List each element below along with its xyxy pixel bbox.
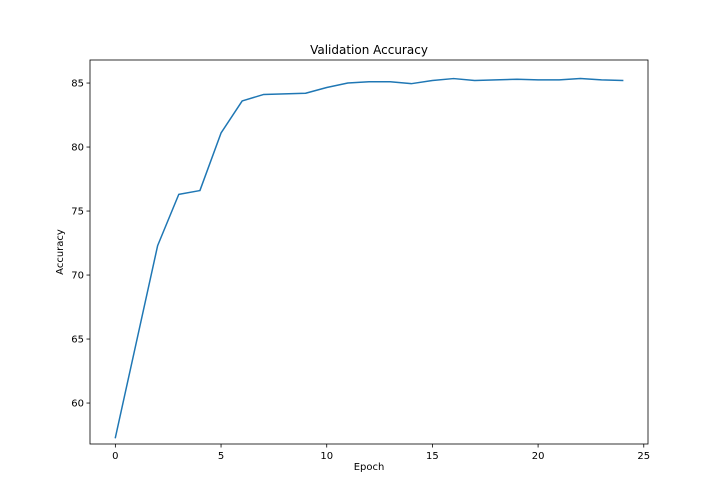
y-tick-label-4: 80 (71, 143, 84, 154)
series-line-0 (114, 77, 624, 439)
chart-title: Validation Accuracy (310, 43, 428, 57)
series-layer (114, 77, 624, 439)
axes-frame (89, 59, 649, 445)
x-axis-label: Epoch (354, 462, 385, 473)
y-tick-label-5: 85 (71, 79, 84, 90)
y-tick-label-0: 60 (71, 399, 84, 410)
tick-layer: 0 5 10 15 20 25 60 65 70 75 80 85 (71, 79, 650, 462)
y-tick-label-2: 70 (71, 271, 84, 282)
x-tick-label-4: 20 (532, 451, 545, 462)
y-tick-label-1: 65 (71, 335, 84, 346)
x-tick-label-3: 15 (426, 451, 439, 462)
x-tick-label-1: 5 (218, 451, 224, 462)
x-tick-label-0: 0 (112, 451, 118, 462)
x-tick-label-2: 10 (320, 451, 333, 462)
y-axis-label: Accuracy (55, 229, 66, 275)
y-tick-label-3: 75 (71, 207, 84, 218)
plot-area: 0 5 10 15 20 25 60 65 70 75 80 85 (71, 59, 650, 462)
x-tick-label-5: 25 (637, 451, 650, 462)
